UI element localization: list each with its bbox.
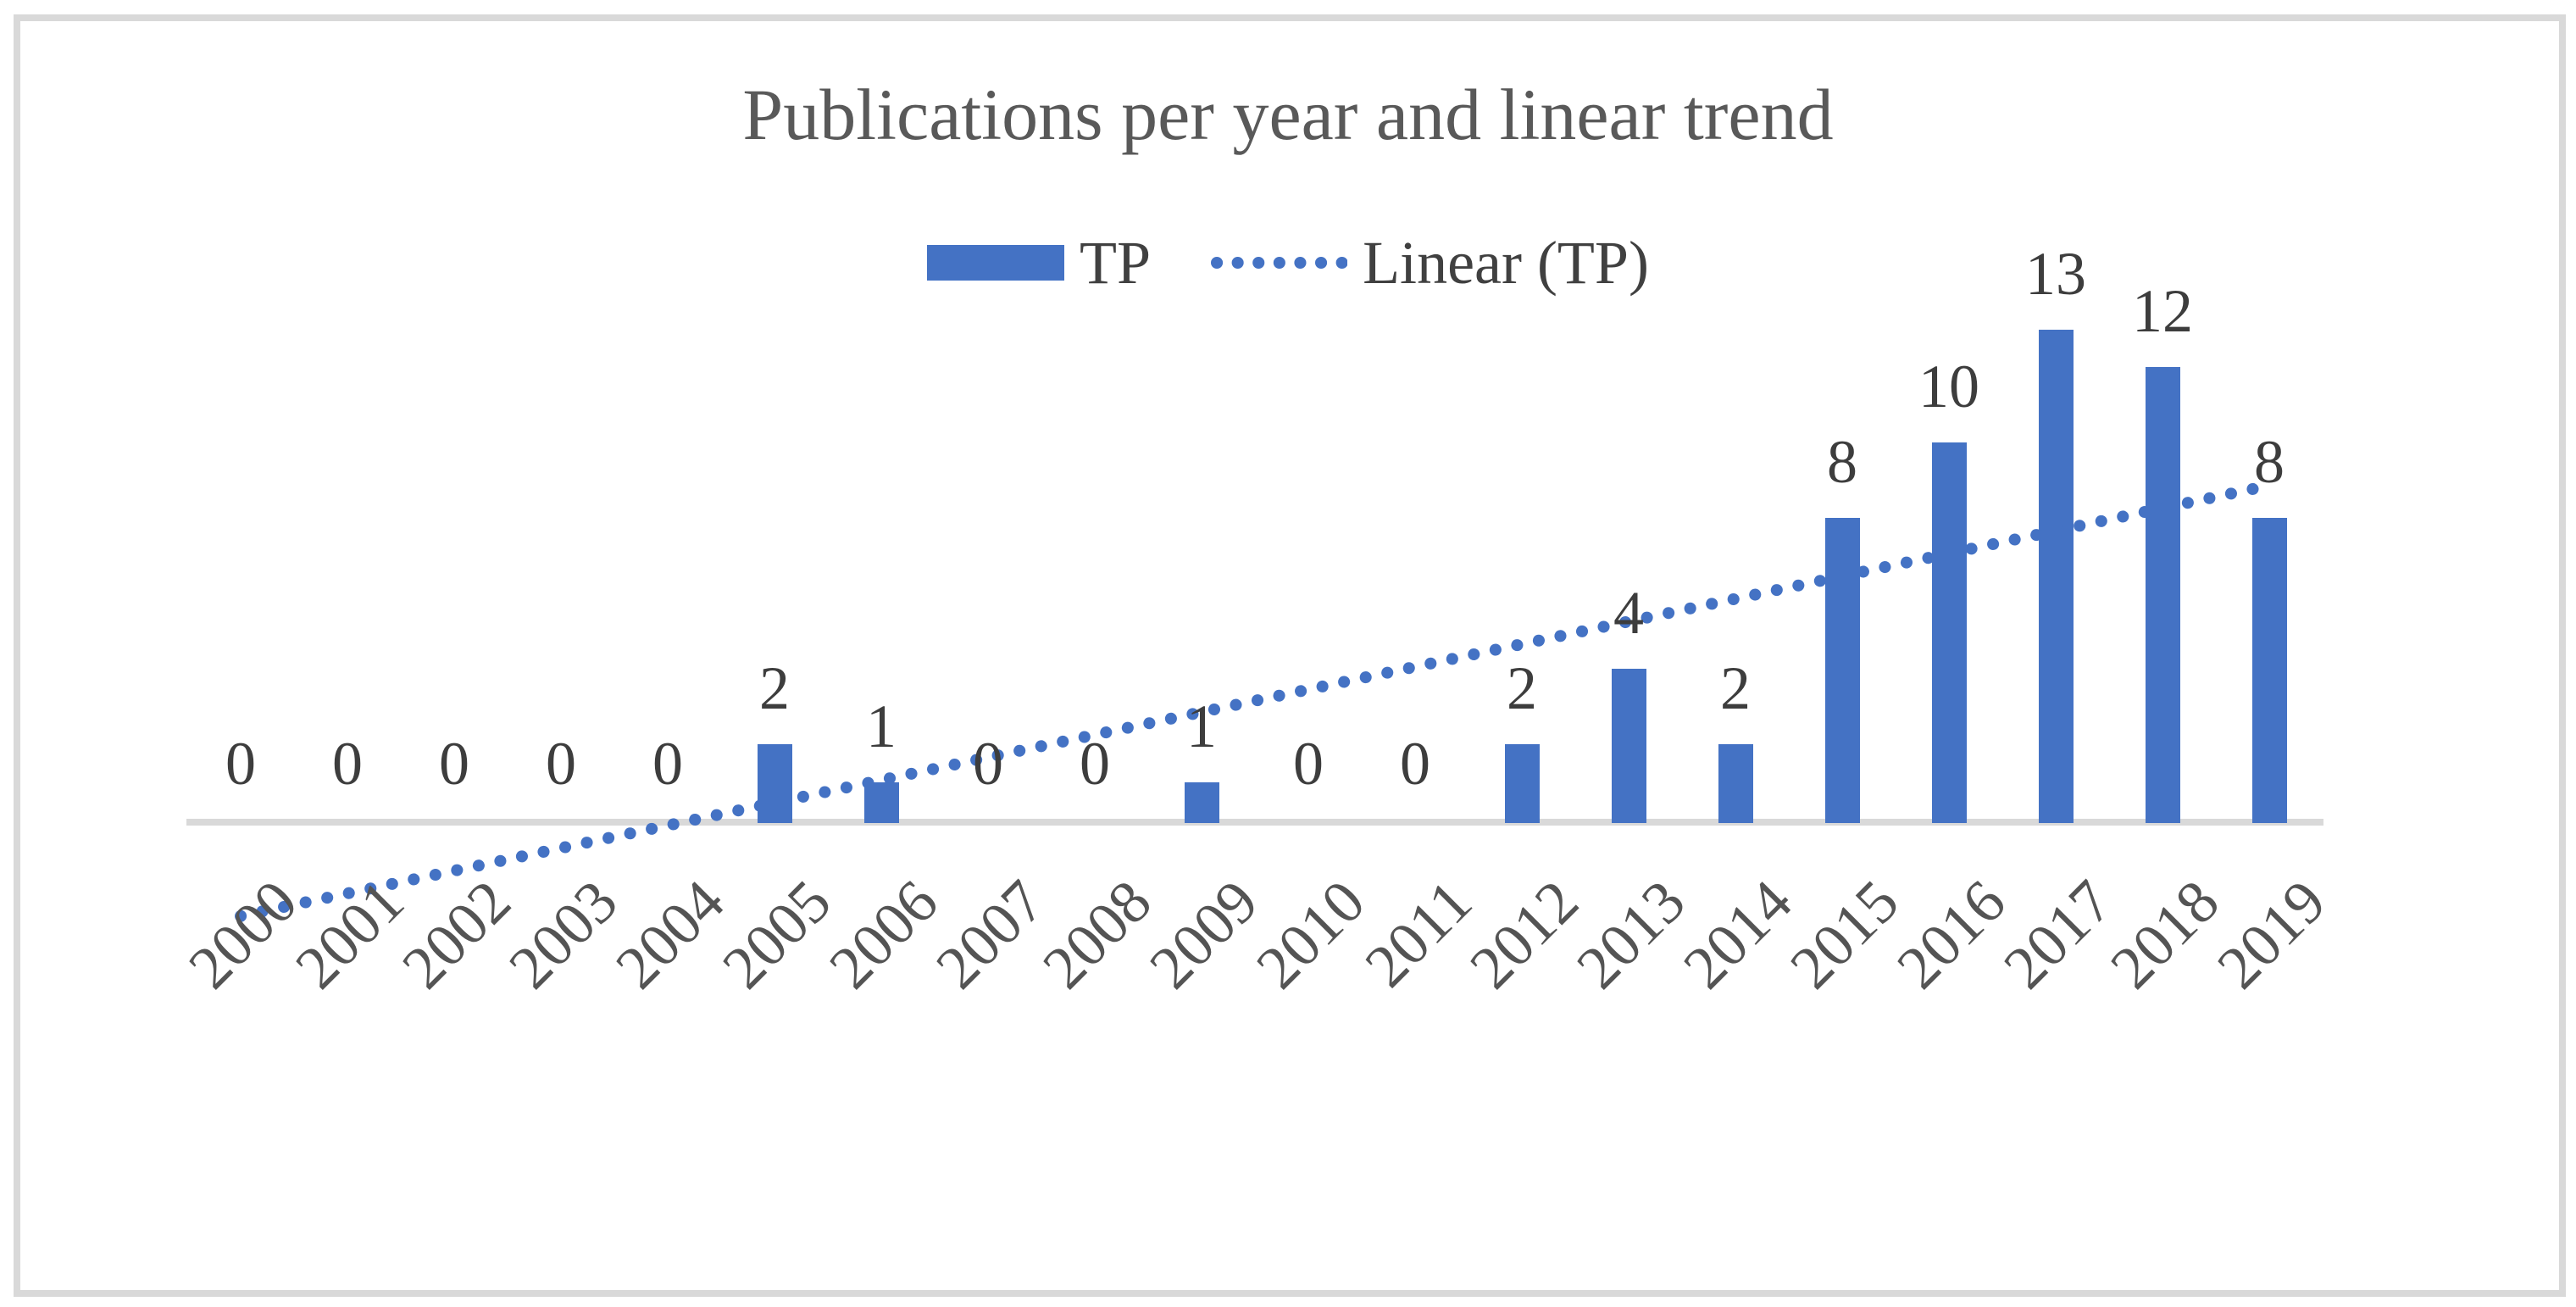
chart-frame [14,14,2566,1297]
legend-label-linear: Linear (TP) [1363,229,1649,297]
legend-dotted-line-icon [1211,257,1348,269]
legend-bar-swatch [927,245,1065,281]
legend-label-tp: TP [1080,229,1152,297]
chart-title: Publications per year and linear trend [742,74,1834,155]
legend: TP Linear (TP) [0,229,2576,297]
